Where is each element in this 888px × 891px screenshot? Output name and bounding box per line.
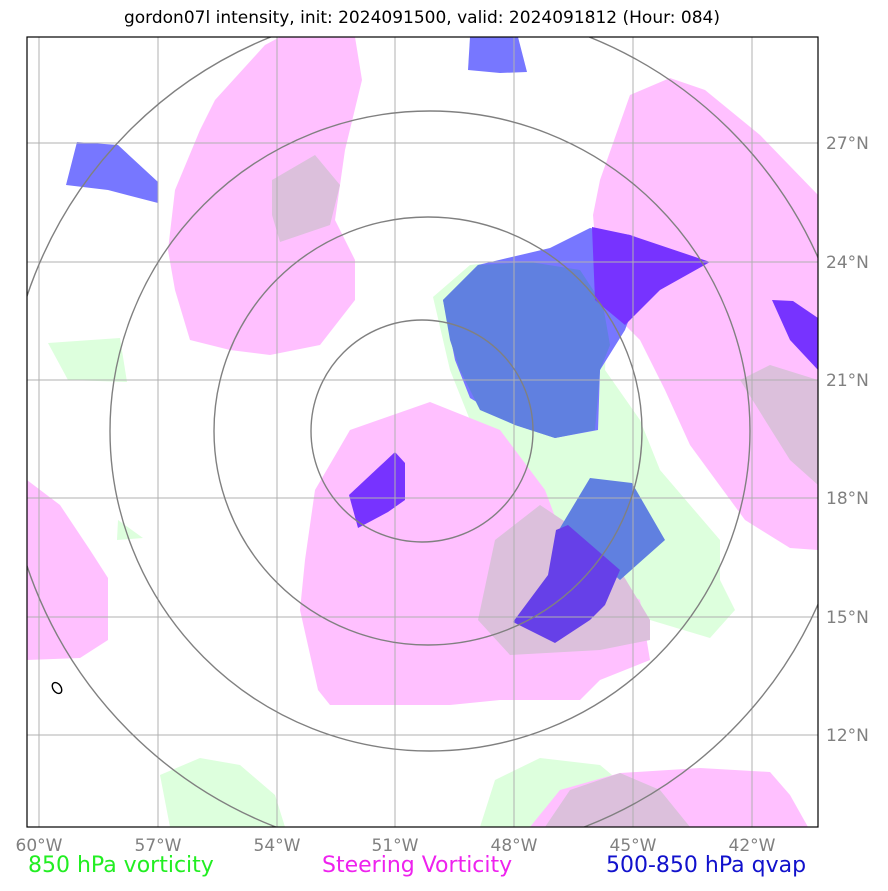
vorticity-850-area: [48, 338, 127, 382]
map-title: gordon07l intensity, init: 2024091500, v…: [123, 8, 720, 28]
graticule: [27, 37, 818, 827]
legend-850-vorticity: 850 hPa vorticity: [28, 853, 214, 878]
qvap-area: [349, 452, 405, 528]
lon-label: 51°W: [372, 836, 419, 856]
qvap-area: [443, 262, 610, 438]
overlap-area: [272, 155, 340, 242]
lat-label: 12°N: [826, 726, 869, 746]
lat-label: 15°N: [826, 608, 869, 628]
lat-label: 27°N: [826, 134, 869, 154]
overlap-area: [545, 773, 690, 827]
range-ring: [109, 110, 751, 752]
legend-steering-vorticity: Steering Vorticity: [322, 853, 513, 878]
qvap-layer: [66, 37, 818, 643]
steering-vorticity-area: [168, 37, 362, 355]
lon-label: 54°W: [254, 836, 301, 856]
lat-label: 21°N: [826, 371, 869, 391]
qvap-area: [66, 142, 158, 203]
lon-label: 42°W: [729, 836, 776, 856]
lat-label: 18°N: [826, 489, 869, 509]
map-frame: [26, 36, 819, 828]
range-ring: [213, 216, 643, 646]
steering-vorticity-area: [593, 78, 818, 550]
legend-qvap: 500-850 hPa qvap: [606, 853, 807, 878]
steering-vorticity-layer: [27, 37, 818, 827]
qvap-area: [772, 300, 818, 370]
lon-label: 57°W: [135, 836, 182, 856]
range-ring: [310, 319, 534, 543]
contour-marker: [51, 681, 63, 695]
vorticity-850-area: [117, 520, 143, 540]
qvap-area: [592, 227, 710, 325]
map-fields: [27, 37, 818, 827]
range-rings: [27, 37, 818, 827]
longitude-labels: 60°W 57°W 54°W 51°W 48°W 45°W 42°W: [16, 836, 776, 856]
lon-label: 45°W: [610, 836, 657, 856]
lon-label: 60°W: [16, 836, 63, 856]
qvap-area: [560, 478, 665, 580]
latitude-labels: 27°N 24°N 21°N 18°N 15°N 12°N: [826, 134, 869, 746]
vorticity-850-area: [160, 758, 285, 827]
overlap-area: [740, 365, 818, 485]
lat-label: 24°N: [826, 253, 869, 273]
lon-label: 48°W: [491, 836, 538, 856]
qvap-area: [468, 37, 527, 73]
